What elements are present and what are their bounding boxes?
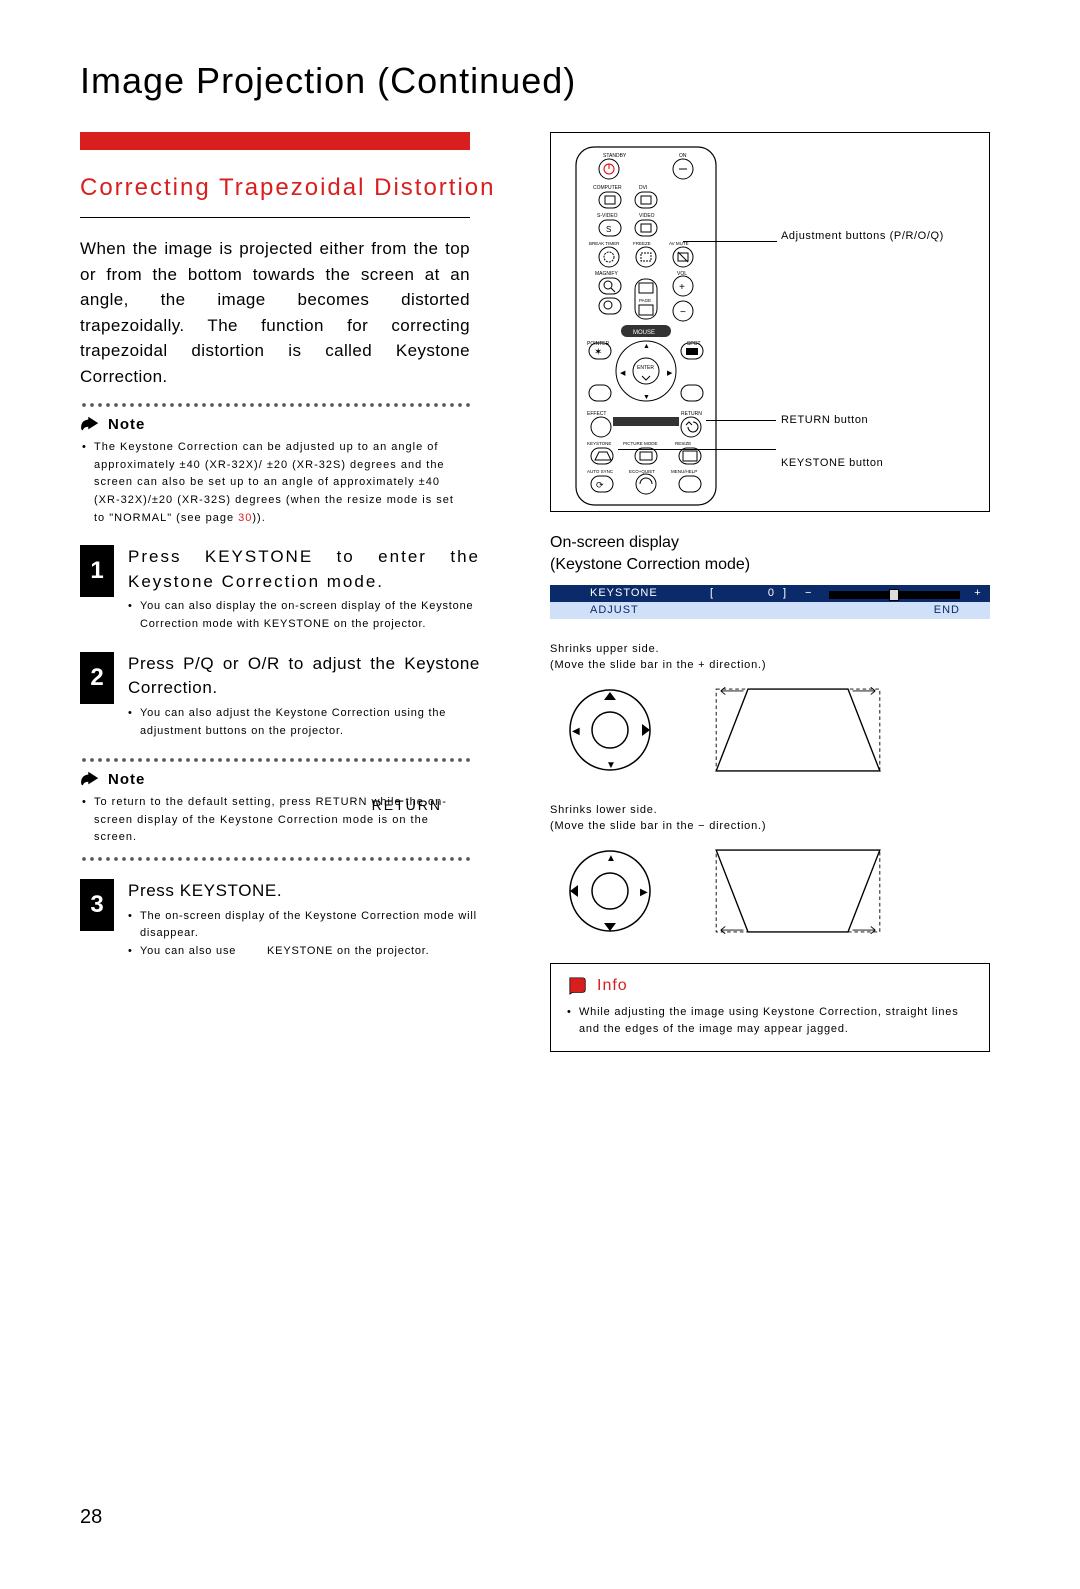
svg-text:◀: ◀ — [572, 726, 580, 737]
right-column: STANDBY ON COMPUTER DVI S-VIDEO VIDEO S … — [550, 132, 990, 1052]
dotted-divider — [80, 758, 470, 762]
osd-slider — [829, 591, 960, 599]
step-3: 3 Press KEYSTONE. The on-screen display … — [80, 879, 480, 960]
note-heading: Note — [80, 770, 520, 788]
info-box: Info • While adjusting the image using K… — [550, 963, 990, 1052]
svg-text:RETURN: RETURN — [681, 411, 702, 417]
svg-text:−: − — [680, 307, 686, 318]
svg-text:MENU/HELP: MENU/HELP — [671, 469, 697, 474]
shrink-upper-diagram: ▼ ◀ — [550, 680, 990, 780]
note-label: Note — [108, 771, 145, 788]
step-2: 2 Press P/Q or O/R to adjust the Keyston… — [80, 652, 480, 740]
step3-sub: The on-screen display of the Keystone Co… — [128, 908, 480, 961]
intro-text: When the image is projected either from … — [80, 236, 470, 389]
svg-text:PAGE: PAGE — [639, 298, 651, 303]
callout-return: RETURN button — [781, 413, 868, 428]
dotted-divider — [80, 403, 470, 407]
svg-text:FREEZE: FREEZE — [633, 241, 651, 246]
step-number: 2 — [80, 652, 114, 704]
osd-title: On-screen display (Keystone Correction m… — [550, 532, 990, 577]
shrink-lower-label: Shrinks lower side. (Move the slide bar … — [550, 802, 990, 835]
svg-text:BREAK TIMER: BREAK TIMER — [589, 241, 620, 246]
step2-main: Press P/Q or O/R to adjust the Keystone … — [128, 652, 480, 701]
divider-rule — [80, 217, 470, 218]
note-icon — [80, 770, 102, 788]
svg-text:DVI: DVI — [639, 185, 647, 191]
step3-main: Press KEYSTONE. — [128, 879, 480, 904]
svg-text:ECO+QUIET: ECO+QUIET — [629, 469, 655, 474]
svg-text:AUTO SYNC: AUTO SYNC — [587, 469, 614, 474]
note-label: Note — [108, 416, 145, 433]
dpad-up-icon: ▼ ◀ — [550, 680, 670, 780]
trapezoid-lower-icon — [698, 841, 898, 941]
svg-text:ON: ON — [679, 153, 687, 159]
svg-text:S-VIDEO: S-VIDEO — [597, 213, 618, 219]
info-icon — [567, 976, 589, 996]
svg-text:▲: ▲ — [643, 343, 650, 350]
svg-text:ENTER: ENTER — [637, 365, 654, 371]
svg-text:COMPUTER: COMPUTER — [593, 185, 622, 191]
info-label: Info — [597, 977, 628, 995]
shrink-lower-diagram: ▲ ▶ — [550, 841, 990, 941]
svg-text:⟳: ⟳ — [596, 480, 604, 490]
svg-text:▼: ▼ — [643, 394, 650, 401]
left-column: Correcting Trapezoidal Distortion When t… — [80, 132, 520, 1052]
svg-text:▶: ▶ — [667, 370, 673, 377]
page-title: Image Projection (Continued) — [80, 60, 1080, 102]
note-heading: Note — [80, 415, 520, 433]
svg-text:+: + — [679, 282, 685, 293]
callout-adjust: Adjustment buttons (P/R/O/Q) — [781, 229, 944, 244]
svg-text:S: S — [606, 225, 611, 234]
svg-text:◀: ◀ — [620, 370, 626, 377]
shrink-upper-label: Shrinks upper side. (Move the slide bar … — [550, 641, 990, 674]
svg-text:STANDBY: STANDBY — [603, 153, 627, 159]
trapezoid-upper-icon — [698, 680, 898, 780]
svg-text:KEYSTONE: KEYSTONE — [587, 441, 611, 446]
section-title: Correcting Trapezoidal Distortion — [80, 172, 520, 203]
step2-sub: You can also adjust the Keystone Correct… — [128, 705, 480, 740]
step1-main: Press KEYSTONE to enter the Keystone Cor… — [128, 545, 480, 594]
red-accent-bar — [80, 132, 470, 150]
svg-text:▲: ▲ — [606, 853, 616, 864]
osd-bar: KEYSTONE [ 0 ] − + ADJUST END — [550, 585, 990, 619]
info-body: • While adjusting the image using Keysto… — [567, 1004, 973, 1039]
step-number: 1 — [80, 545, 114, 597]
svg-text:▶: ▶ — [640, 887, 648, 898]
svg-text:✶: ✶ — [594, 347, 602, 358]
svg-text:▼: ▼ — [606, 760, 616, 771]
svg-text:VIDEO: VIDEO — [639, 213, 655, 219]
svg-text:RESIZE: RESIZE — [675, 441, 691, 446]
note1-body: The Keystone Correction can be adjusted … — [82, 439, 462, 527]
return-label: RETURN — [372, 794, 442, 816]
remote-diagram: STANDBY ON COMPUTER DVI S-VIDEO VIDEO S … — [550, 132, 990, 512]
svg-text:MOUSE: MOUSE — [633, 330, 655, 336]
note2-body: To return to the default setting, press … — [82, 794, 462, 847]
step1-sub: You can also display the on-screen displ… — [128, 598, 480, 633]
svg-text:MAGNIFY: MAGNIFY — [595, 271, 618, 277]
svg-text:PICTURE MODE: PICTURE MODE — [623, 441, 658, 446]
dotted-divider — [80, 857, 470, 861]
step-number: 3 — [80, 879, 114, 931]
remote-svg: STANDBY ON COMPUTER DVI S-VIDEO VIDEO S … — [561, 139, 731, 509]
page-number: 28 — [80, 1506, 102, 1529]
callout-keystone: KEYSTONE button — [781, 456, 883, 471]
svg-text:EFFECT: EFFECT — [587, 411, 606, 417]
dpad-down-icon: ▲ ▶ — [550, 841, 670, 941]
step-1: 1 Press KEYSTONE to enter the Keystone C… — [80, 545, 480, 633]
note-icon — [80, 415, 102, 433]
